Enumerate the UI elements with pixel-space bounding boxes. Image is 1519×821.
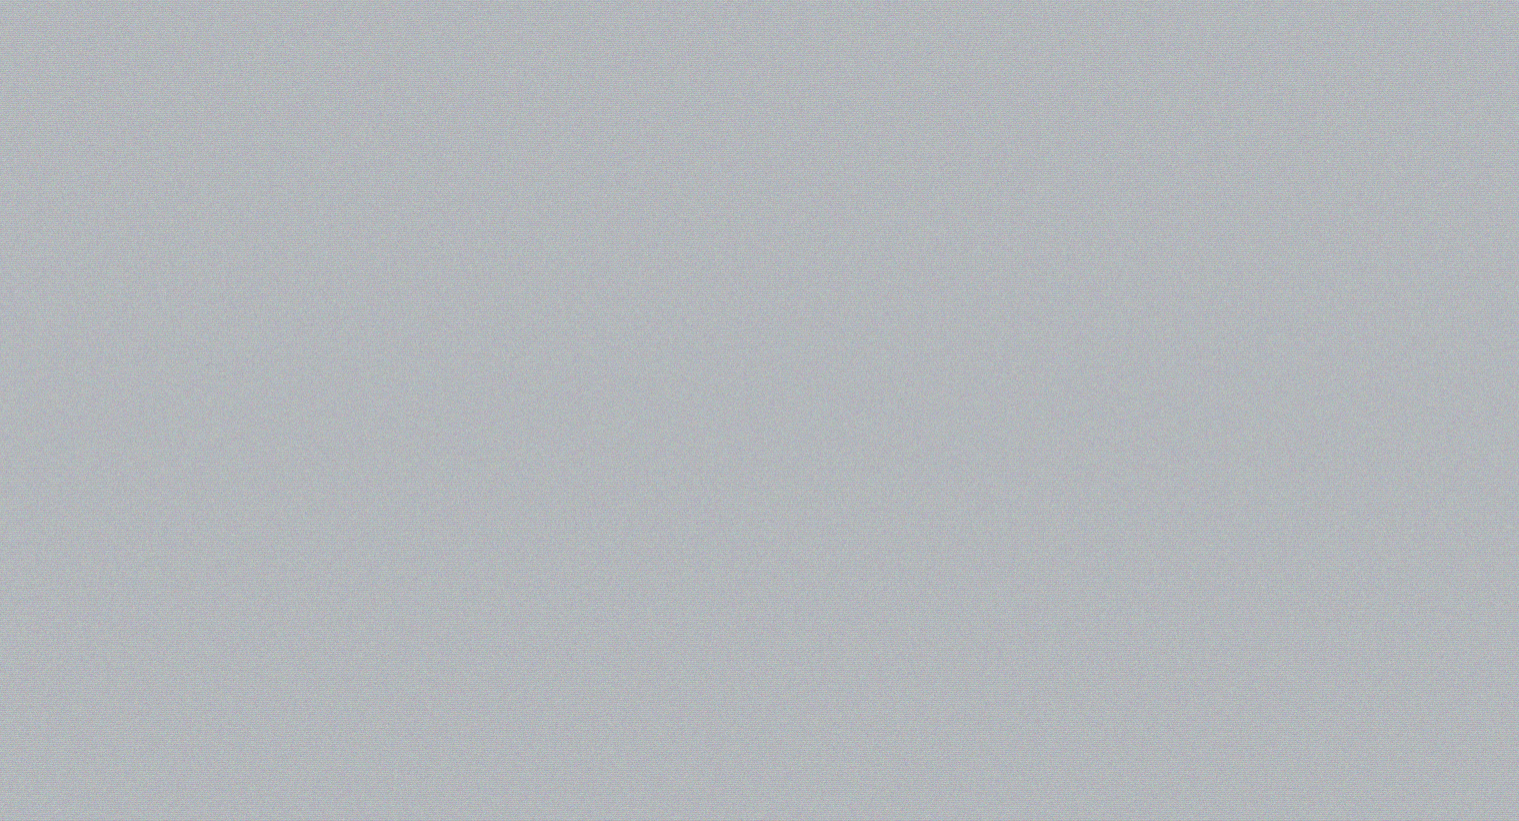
Text: Table 1: Mitosis Predictions: Table 1: Mitosis Predictions [595, 144, 962, 167]
Bar [202, 449, 450, 541]
Bar [202, 190, 450, 269]
Bar [450, 449, 1355, 541]
Bar [202, 541, 1355, 633]
Text: Stage: Stage [301, 580, 351, 594]
Text: Experiment 1: Observation of Mitosis in a Plant Cell: Experiment 1: Observation of Mitosis in … [293, 111, 1264, 144]
Text: Predictions: Predictions [219, 220, 343, 239]
Text: Supporting Evidence: Supporting Evidence [219, 312, 447, 331]
Text: Click here to enter text.: Click here to enter text. [796, 472, 1010, 490]
Text: Total Number of Cells: Total Number of Cells [840, 580, 1024, 594]
Bar [450, 269, 1355, 374]
Bar [202, 269, 450, 374]
Bar [450, 190, 1355, 269]
Text: Table 2: Mitosis Data: Table 2: Mitosis Data [639, 402, 917, 427]
Text: Number of Cells in
Stage: Number of Cells in Stage [547, 571, 705, 603]
Text: Click here to enter text.: Click here to enter text. [787, 312, 1019, 331]
Text: Calculated % of Time
Spent in Stage: Calculated % of Time Spent in Stage [1118, 571, 1299, 603]
Text: Chosen Image: Chosen Image [216, 505, 358, 522]
Text: Click here to enter text.: Click here to enter text. [787, 220, 1019, 239]
